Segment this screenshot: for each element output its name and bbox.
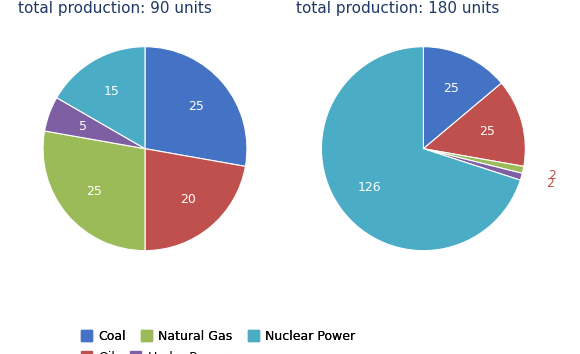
- Text: 25: 25: [86, 185, 102, 198]
- Wedge shape: [45, 98, 145, 149]
- Legend: Oil, Hydro Power: Oil, Hydro Power: [76, 346, 232, 354]
- Text: 2000
total production: 180 units: 2000 total production: 180 units: [296, 0, 499, 16]
- Wedge shape: [423, 47, 502, 149]
- Text: 25: 25: [188, 99, 204, 113]
- Text: 2: 2: [548, 169, 556, 182]
- Text: 25: 25: [444, 82, 459, 95]
- Wedge shape: [57, 47, 145, 149]
- Wedge shape: [423, 83, 525, 166]
- Text: 5: 5: [79, 120, 87, 132]
- Wedge shape: [423, 149, 524, 173]
- Text: 2: 2: [546, 177, 554, 190]
- Wedge shape: [145, 47, 247, 166]
- Text: 20: 20: [180, 193, 195, 206]
- Text: 15: 15: [104, 85, 120, 98]
- Text: 1980
total production: 90 units: 1980 total production: 90 units: [17, 0, 212, 16]
- Text: 126: 126: [358, 181, 382, 194]
- Wedge shape: [321, 47, 520, 251]
- Wedge shape: [145, 149, 245, 251]
- Wedge shape: [43, 131, 145, 251]
- Text: 25: 25: [480, 125, 495, 138]
- Wedge shape: [423, 149, 523, 180]
- Legend: Coal, Natural Gas, Nuclear Power: Coal, Natural Gas, Nuclear Power: [76, 325, 360, 348]
